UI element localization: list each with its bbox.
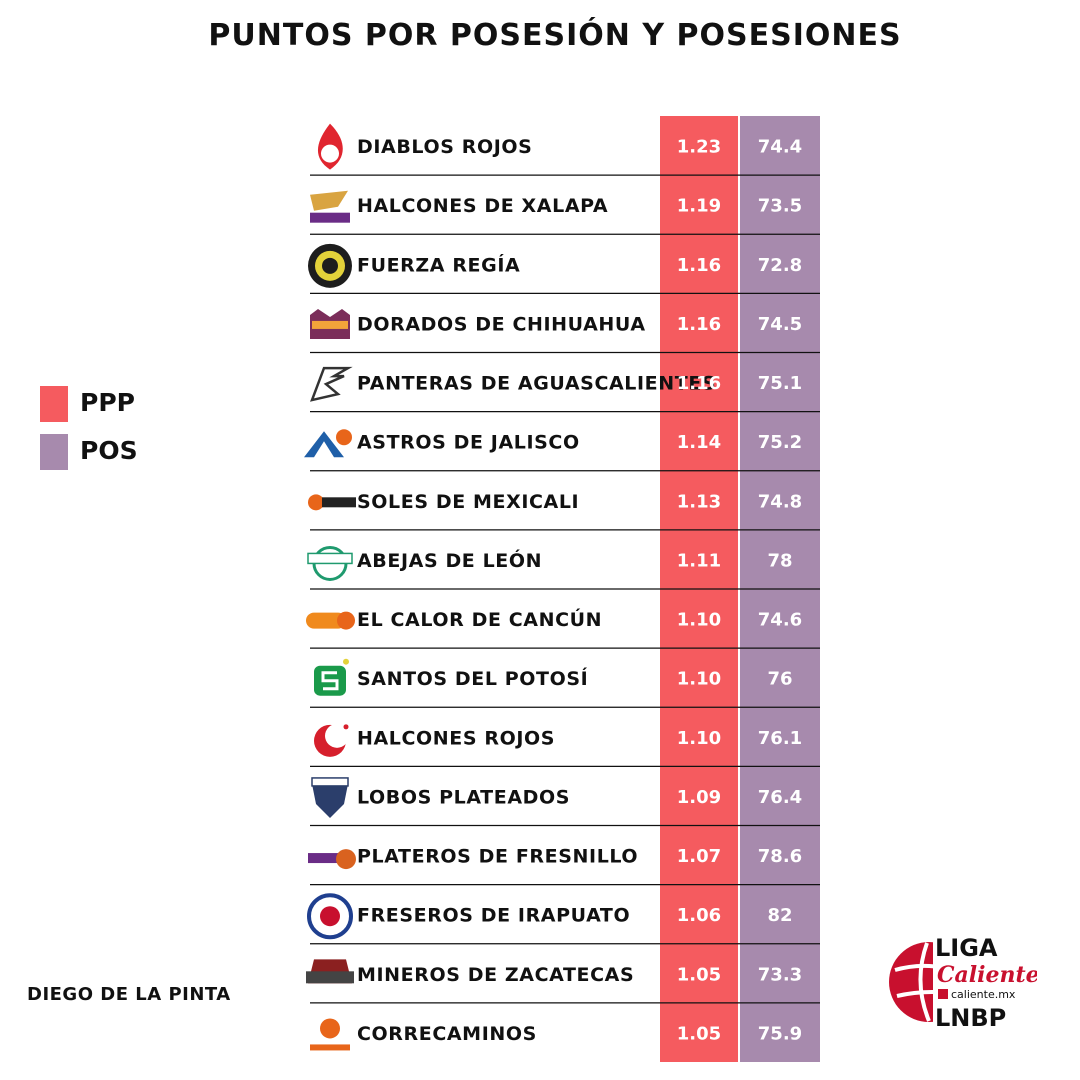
author-credit: DIEGO DE LA PINTA <box>27 984 231 1005</box>
pos-value: 76.4 <box>758 787 802 808</box>
pos-value: 75.9 <box>758 1023 802 1044</box>
team-name: SOLES DE MEXICALI <box>357 491 579 513</box>
team-name: HALCONES ROJOS <box>357 727 555 749</box>
wolf-icon <box>311 777 349 818</box>
ppp-value: 1.11 <box>677 550 721 571</box>
ppp-value: 1.23 <box>677 137 721 158</box>
lnbp-url: caliente.mx <box>951 988 1016 1001</box>
pos-value: 78 <box>767 550 792 571</box>
pos-value: 74.8 <box>758 491 802 512</box>
team-name: FRESEROS DE IRAPUATO <box>357 905 630 927</box>
basketball-icon <box>308 849 356 870</box>
ppp-value: 1.05 <box>677 964 721 985</box>
ppp-value: 1.16 <box>677 314 721 335</box>
team-name: CORRECAMINOS <box>357 1023 537 1045</box>
crescent-icon <box>314 723 349 757</box>
gear-icon <box>308 243 352 288</box>
pos-value: 73.3 <box>758 964 802 985</box>
ppp-value: 1.16 <box>677 255 721 276</box>
rocket-icon <box>304 429 352 458</box>
team-name: EL CALOR DE CANCÚN <box>357 607 602 631</box>
pos-value: 75.2 <box>758 432 802 453</box>
falcon-icon <box>310 190 350 223</box>
team-name: DORADOS DE CHIHUAHUA <box>357 313 646 335</box>
sun-icon <box>308 494 356 511</box>
shield-icon <box>307 893 353 940</box>
pos-value: 73.5 <box>758 196 802 217</box>
chart-title: PUNTOS POR POSESIÓN Y POSESIONES <box>208 18 902 53</box>
team-name: LOBOS PLATEADOS <box>357 786 570 808</box>
pos-value: 74.4 <box>758 137 802 158</box>
team-name: FUERZA REGÍA <box>357 253 520 276</box>
ppp-value: 1.19 <box>677 196 721 217</box>
team-name: HALCONES DE XALAPA <box>357 195 608 217</box>
legend-label-ppp: PPP <box>80 388 135 417</box>
roadrunner-icon <box>310 1018 350 1051</box>
team-name: DIABLOS ROJOS <box>357 136 532 158</box>
star-s-icon <box>314 658 349 696</box>
ppp-value: 1.14 <box>677 432 721 453</box>
team-name: ASTROS DE JALISCO <box>357 432 580 454</box>
ppp-value: 1.10 <box>677 610 721 631</box>
team-name: PLATEROS DE FRESNILLO <box>357 846 638 868</box>
ppp-value: 1.07 <box>677 846 721 867</box>
pos-value: 82 <box>767 905 792 926</box>
ppp-value: 1.16 <box>677 373 721 394</box>
bee-icon <box>307 545 353 581</box>
lnbp-logo: LIGA Caliente caliente.mx LNBP <box>889 934 1037 1030</box>
team-name: MINEROS DE ZACATECAS <box>357 964 634 986</box>
lnbp-acronym: LNBP <box>935 1004 1006 1030</box>
pos-value: 74.5 <box>758 314 802 335</box>
pos-value: 74.6 <box>758 610 802 631</box>
ppp-value: 1.05 <box>677 1023 721 1044</box>
lnbp-liga: LIGA <box>935 934 998 962</box>
ppp-value: 1.10 <box>677 669 721 690</box>
legend-label-pos: POS <box>80 436 138 465</box>
legend-swatch-pos <box>40 434 68 470</box>
heat-icon <box>306 611 355 630</box>
panther-icon <box>310 366 353 402</box>
pos-value: 72.8 <box>758 255 802 276</box>
ppp-value: 1.06 <box>677 905 721 926</box>
ppp-value: 1.10 <box>677 728 721 749</box>
team-name: SANTOS DEL POTOSÍ <box>357 667 588 690</box>
ppp-value: 1.09 <box>677 787 721 808</box>
team-name: PANTERAS DE AGUASCALIENTES <box>357 373 716 395</box>
pos-value: 75.1 <box>758 373 802 394</box>
ppp-value: 1.13 <box>677 491 721 512</box>
castle-icon <box>310 308 350 339</box>
lnbp-caliente: Caliente <box>937 962 1037 988</box>
team-name: ABEJAS DE LEÓN <box>357 548 542 572</box>
pos-value: 76.1 <box>758 728 802 749</box>
pos-value: 78.6 <box>758 846 802 867</box>
pos-value: 76 <box>767 669 792 690</box>
legend-swatch-ppp <box>40 386 68 422</box>
miner-icon <box>306 959 354 984</box>
flame-icon <box>317 123 343 170</box>
